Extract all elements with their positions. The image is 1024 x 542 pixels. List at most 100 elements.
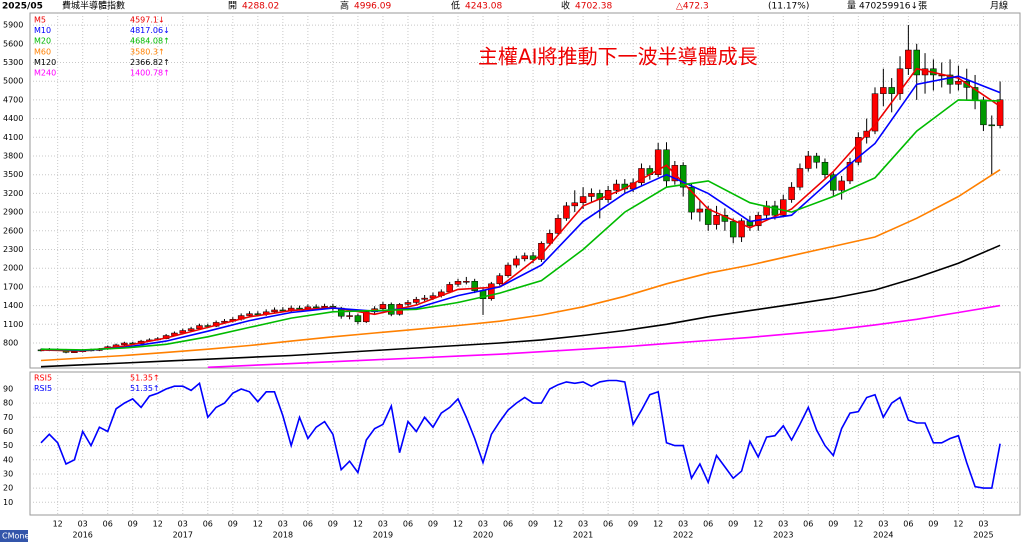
year-label: 2017 — [173, 531, 193, 540]
candle-body — [980, 99, 987, 126]
candle-body — [905, 49, 912, 69]
legend-name: M60 — [34, 47, 51, 56]
year-label: 2025 — [973, 531, 993, 540]
line — [40, 67, 1001, 352]
y-tick-label: 1700 — [3, 282, 23, 291]
legend-name: M20 — [34, 37, 51, 46]
x-tick-label: 12 — [653, 520, 663, 529]
candle-body — [729, 221, 737, 238]
candle-body — [254, 313, 262, 315]
candle-body — [946, 74, 954, 85]
high-value: 4996.09 — [354, 2, 391, 12]
candle-body — [363, 311, 370, 323]
axes: 800 1100 1400 1700 2000 2300 2600 2900 3200 3500 3… — [3, 16, 994, 540]
y-tick-label: 4100 — [3, 133, 23, 142]
candle-body — [838, 180, 845, 191]
year-label: 2021 — [573, 531, 593, 540]
candle-body — [496, 275, 503, 285]
y-tick-label: 90 — [3, 384, 13, 393]
y-tick-label: 20 — [3, 484, 13, 493]
x-tick-label: 12 — [853, 520, 863, 529]
y-tick-label: 5900 — [3, 21, 23, 30]
instrument: 費城半導體指數 — [62, 0, 125, 12]
legend-name: RSI5 — [34, 374, 52, 383]
candle-body — [613, 183, 620, 191]
header-bar — [0, 0, 1024, 12]
candle-body — [579, 196, 587, 203]
line — [40, 169, 1001, 362]
candle-body — [813, 155, 820, 163]
x-tick-label: 12 — [453, 520, 463, 529]
candle-body — [688, 186, 695, 213]
x-tick-label: 03 — [278, 520, 288, 529]
candle-body — [855, 137, 862, 163]
x-tick-label: 12 — [53, 520, 63, 529]
candle-body — [513, 258, 520, 266]
x-tick-label: 09 — [128, 520, 138, 529]
candle-body — [796, 168, 804, 188]
y-tick-label: 5000 — [3, 77, 23, 86]
candle-body — [988, 124, 996, 127]
candle-body — [771, 205, 779, 216]
legend-value: 4597.1↓ — [130, 16, 165, 25]
x-tick-label: 09 — [728, 520, 738, 529]
legend-value: 51.35↑ — [130, 384, 160, 393]
candle-body — [696, 208, 704, 213]
change-pct: (11.17%) — [768, 2, 809, 12]
x-tick-label: 06 — [603, 520, 613, 529]
y-tick-label: 2000 — [3, 264, 23, 273]
x-tick-label: 09 — [528, 520, 538, 529]
year-label: 2023 — [773, 531, 793, 540]
year-label: 2024 — [873, 531, 893, 540]
y-tick-label: 5300 — [3, 58, 23, 67]
legend-name: M10 — [34, 26, 51, 35]
watermark: CMoney — [2, 532, 34, 541]
x-tick-label: 06 — [703, 520, 713, 529]
candle-body — [521, 255, 528, 260]
y-tick-label: 2300 — [3, 245, 23, 254]
candle-body — [488, 283, 495, 299]
candle-body — [955, 80, 962, 85]
y-tick-label: 800 — [3, 339, 18, 348]
candle-body — [888, 87, 895, 94]
candle-body — [571, 202, 579, 207]
legend-name: M5 — [34, 16, 46, 25]
open-label: 開 — [228, 1, 237, 12]
candle-body — [805, 155, 812, 169]
candle-body — [413, 299, 420, 303]
legend-name: M120 — [34, 58, 56, 67]
candle-body — [554, 218, 562, 234]
year-label: 2016 — [73, 531, 93, 540]
candle-body — [880, 87, 887, 94]
y-tick-label: 2900 — [3, 208, 23, 217]
change: △472.3 — [676, 2, 709, 12]
candle-body — [704, 208, 712, 225]
year-label: 2019 — [373, 531, 393, 540]
x-tick-label: 06 — [803, 520, 813, 529]
x-tick-label: 06 — [303, 520, 313, 529]
candle-body — [588, 193, 595, 197]
annotation: 主權AI將推動下一波半導體成長 — [478, 45, 758, 69]
period: 2025/05 — [2, 2, 43, 12]
candle-body — [788, 186, 795, 200]
x-tick-label: 03 — [678, 520, 688, 529]
y-tick-label: 10 — [3, 498, 13, 507]
line — [207, 304, 1001, 368]
x-tick-label: 03 — [178, 520, 188, 529]
price-plot — [30, 13, 1020, 368]
candle-body — [871, 93, 879, 132]
x-tick-label: 09 — [228, 520, 238, 529]
legend-name: RSI5 — [34, 384, 52, 393]
candle-body — [529, 255, 537, 260]
x-tick-label: 12 — [353, 520, 363, 529]
legend-value: 1400.78↑ — [130, 69, 170, 78]
candle-body — [312, 306, 320, 309]
x-tick-label: 09 — [328, 520, 338, 529]
candle-body — [830, 174, 837, 191]
candle-body — [187, 328, 195, 331]
candle-body — [780, 199, 787, 216]
candle-body — [996, 99, 1004, 126]
y-tick-label: 70 — [3, 413, 13, 422]
y-tick-label: 50 — [3, 441, 13, 450]
